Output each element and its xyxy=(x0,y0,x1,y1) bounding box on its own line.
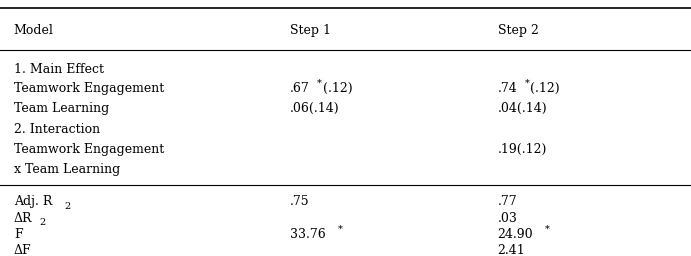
Text: .77: .77 xyxy=(498,195,517,208)
Text: F: F xyxy=(14,228,22,241)
Text: Model: Model xyxy=(14,24,54,37)
Text: Teamwork Engagement: Teamwork Engagement xyxy=(14,143,164,156)
Text: x Team Learning: x Team Learning xyxy=(14,163,120,176)
Text: .04(.14): .04(.14) xyxy=(498,102,547,114)
Text: *: * xyxy=(545,224,550,233)
Text: *: * xyxy=(317,79,322,88)
Text: 2. Interaction: 2. Interaction xyxy=(14,123,100,136)
Text: 2: 2 xyxy=(65,202,71,211)
Text: ΔF: ΔF xyxy=(14,244,32,256)
Text: .74: .74 xyxy=(498,82,518,95)
Text: 33.76: 33.76 xyxy=(290,228,326,241)
Text: 1. Main Effect: 1. Main Effect xyxy=(14,63,104,76)
Text: ΔR: ΔR xyxy=(14,211,32,225)
Text: .75: .75 xyxy=(290,195,310,208)
Text: Teamwork Engagement: Teamwork Engagement xyxy=(14,82,164,95)
Text: 24.90: 24.90 xyxy=(498,228,533,241)
Text: Step 1: Step 1 xyxy=(290,24,331,37)
Text: (.12): (.12) xyxy=(530,82,560,95)
Text: *: * xyxy=(524,79,529,88)
Text: *: * xyxy=(338,224,343,233)
Text: (.12): (.12) xyxy=(323,82,352,95)
Text: Step 2: Step 2 xyxy=(498,24,538,37)
Text: 2: 2 xyxy=(39,218,46,227)
Text: Adj. R: Adj. R xyxy=(14,195,53,208)
Text: .67: .67 xyxy=(290,82,310,95)
Text: 2.41: 2.41 xyxy=(498,244,525,256)
Text: Team Learning: Team Learning xyxy=(14,102,109,114)
Text: .06(.14): .06(.14) xyxy=(290,102,340,114)
Text: .19(.12): .19(.12) xyxy=(498,143,547,156)
Text: .03: .03 xyxy=(498,211,518,225)
